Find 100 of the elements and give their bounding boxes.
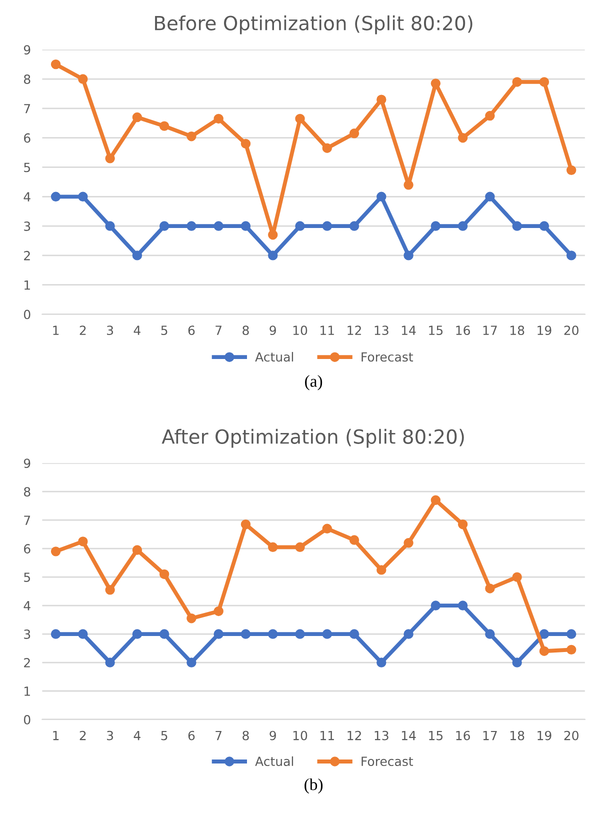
x-tick-label: 2 — [80, 326, 86, 335]
point — [485, 584, 495, 594]
y-tick-label: 7 — [24, 104, 30, 114]
point — [159, 629, 170, 639]
x-tick-label: 7 — [216, 326, 222, 335]
point — [295, 114, 305, 124]
x-tick-label: 7 — [216, 730, 222, 740]
point — [186, 221, 196, 231]
chart-title: After Optimization (Split 80:20) — [162, 428, 464, 448]
x-tick-label: 9 — [270, 730, 276, 740]
x-tick-label: 8 — [242, 730, 249, 740]
point — [268, 629, 278, 639]
point — [430, 78, 441, 88]
point — [105, 658, 115, 668]
point — [214, 606, 224, 616]
point — [485, 629, 495, 639]
point — [539, 221, 550, 231]
point — [458, 221, 468, 231]
point — [349, 629, 360, 639]
point — [376, 94, 386, 104]
x-tick-label: 4 — [134, 730, 140, 740]
point — [78, 192, 88, 202]
y-tick-label: 3 — [24, 222, 30, 231]
point — [404, 180, 414, 190]
point — [322, 143, 332, 153]
x-tick-label: 5 — [161, 730, 168, 740]
y-tick-label: 2 — [24, 250, 30, 260]
point — [78, 74, 88, 84]
x-tick-label: 15 — [429, 326, 443, 336]
point — [159, 121, 170, 131]
point — [268, 230, 278, 240]
point — [376, 192, 386, 202]
point — [240, 138, 251, 149]
point — [404, 538, 414, 548]
point — [105, 221, 115, 231]
y-tick-label: 3 — [24, 630, 30, 639]
point — [295, 221, 305, 231]
point — [376, 658, 386, 668]
point — [539, 77, 550, 87]
x-tick-label: 20 — [564, 326, 578, 336]
x-tick-label: 5 — [161, 326, 168, 336]
point — [322, 629, 332, 639]
y-tick-label: 6 — [24, 544, 30, 554]
point — [566, 165, 576, 176]
x-tick-label: 13 — [374, 730, 388, 740]
y-tick-label: 8 — [24, 487, 30, 497]
point — [404, 250, 414, 260]
point — [186, 132, 196, 142]
x-tick-label: 13 — [374, 326, 388, 336]
point — [50, 192, 61, 202]
point — [512, 77, 522, 87]
legend-label: Forecast — [362, 352, 414, 362]
y-tick-label: 1 — [24, 280, 30, 290]
legend-label: Actual — [255, 352, 294, 362]
point — [349, 535, 360, 545]
x-tick-label: 18 — [510, 730, 524, 740]
y-tick-label: 5 — [24, 162, 30, 172]
x-tick-label: 16 — [456, 730, 470, 740]
y-tick-label: 7 — [24, 516, 30, 525]
chart-title: Before Optimization (Split 80:20) — [155, 15, 472, 34]
y-tick-label: 4 — [24, 601, 30, 610]
point — [159, 221, 170, 231]
legend-label: Forecast — [362, 756, 414, 766]
point — [186, 614, 196, 624]
point — [132, 250, 142, 260]
x-tick-label: 1 — [53, 730, 59, 740]
y-tick-label: 6 — [24, 133, 30, 143]
y-tick-label: 9 — [24, 45, 30, 55]
point — [214, 629, 224, 639]
point — [268, 542, 278, 552]
x-tick-label: 19 — [538, 730, 552, 740]
point — [240, 520, 251, 530]
y-tick-label: 5 — [24, 572, 30, 582]
point — [132, 545, 142, 555]
x-tick-label: 6 — [188, 730, 195, 740]
point — [295, 629, 305, 639]
y-tick-label: 1 — [24, 686, 30, 696]
point — [485, 110, 495, 121]
point — [50, 629, 61, 639]
y-tick-label: 4 — [24, 192, 30, 202]
legend-label: Actual — [255, 756, 294, 766]
point — [566, 250, 576, 260]
point — [214, 114, 224, 124]
x-tick-label: 12 — [348, 326, 361, 335]
point — [539, 629, 550, 639]
x-tick-label: 1 — [53, 326, 59, 335]
point — [404, 629, 414, 639]
point — [512, 572, 522, 582]
text: (a) — [305, 375, 322, 390]
point — [458, 600, 468, 610]
point — [430, 600, 441, 610]
y-tick-label: 9 — [24, 458, 30, 468]
point — [322, 524, 332, 534]
point — [78, 629, 88, 639]
point — [322, 221, 332, 231]
point — [240, 629, 251, 639]
point — [132, 629, 142, 639]
point — [50, 546, 61, 556]
point — [105, 585, 115, 595]
x-tick-label: 12 — [348, 730, 361, 740]
